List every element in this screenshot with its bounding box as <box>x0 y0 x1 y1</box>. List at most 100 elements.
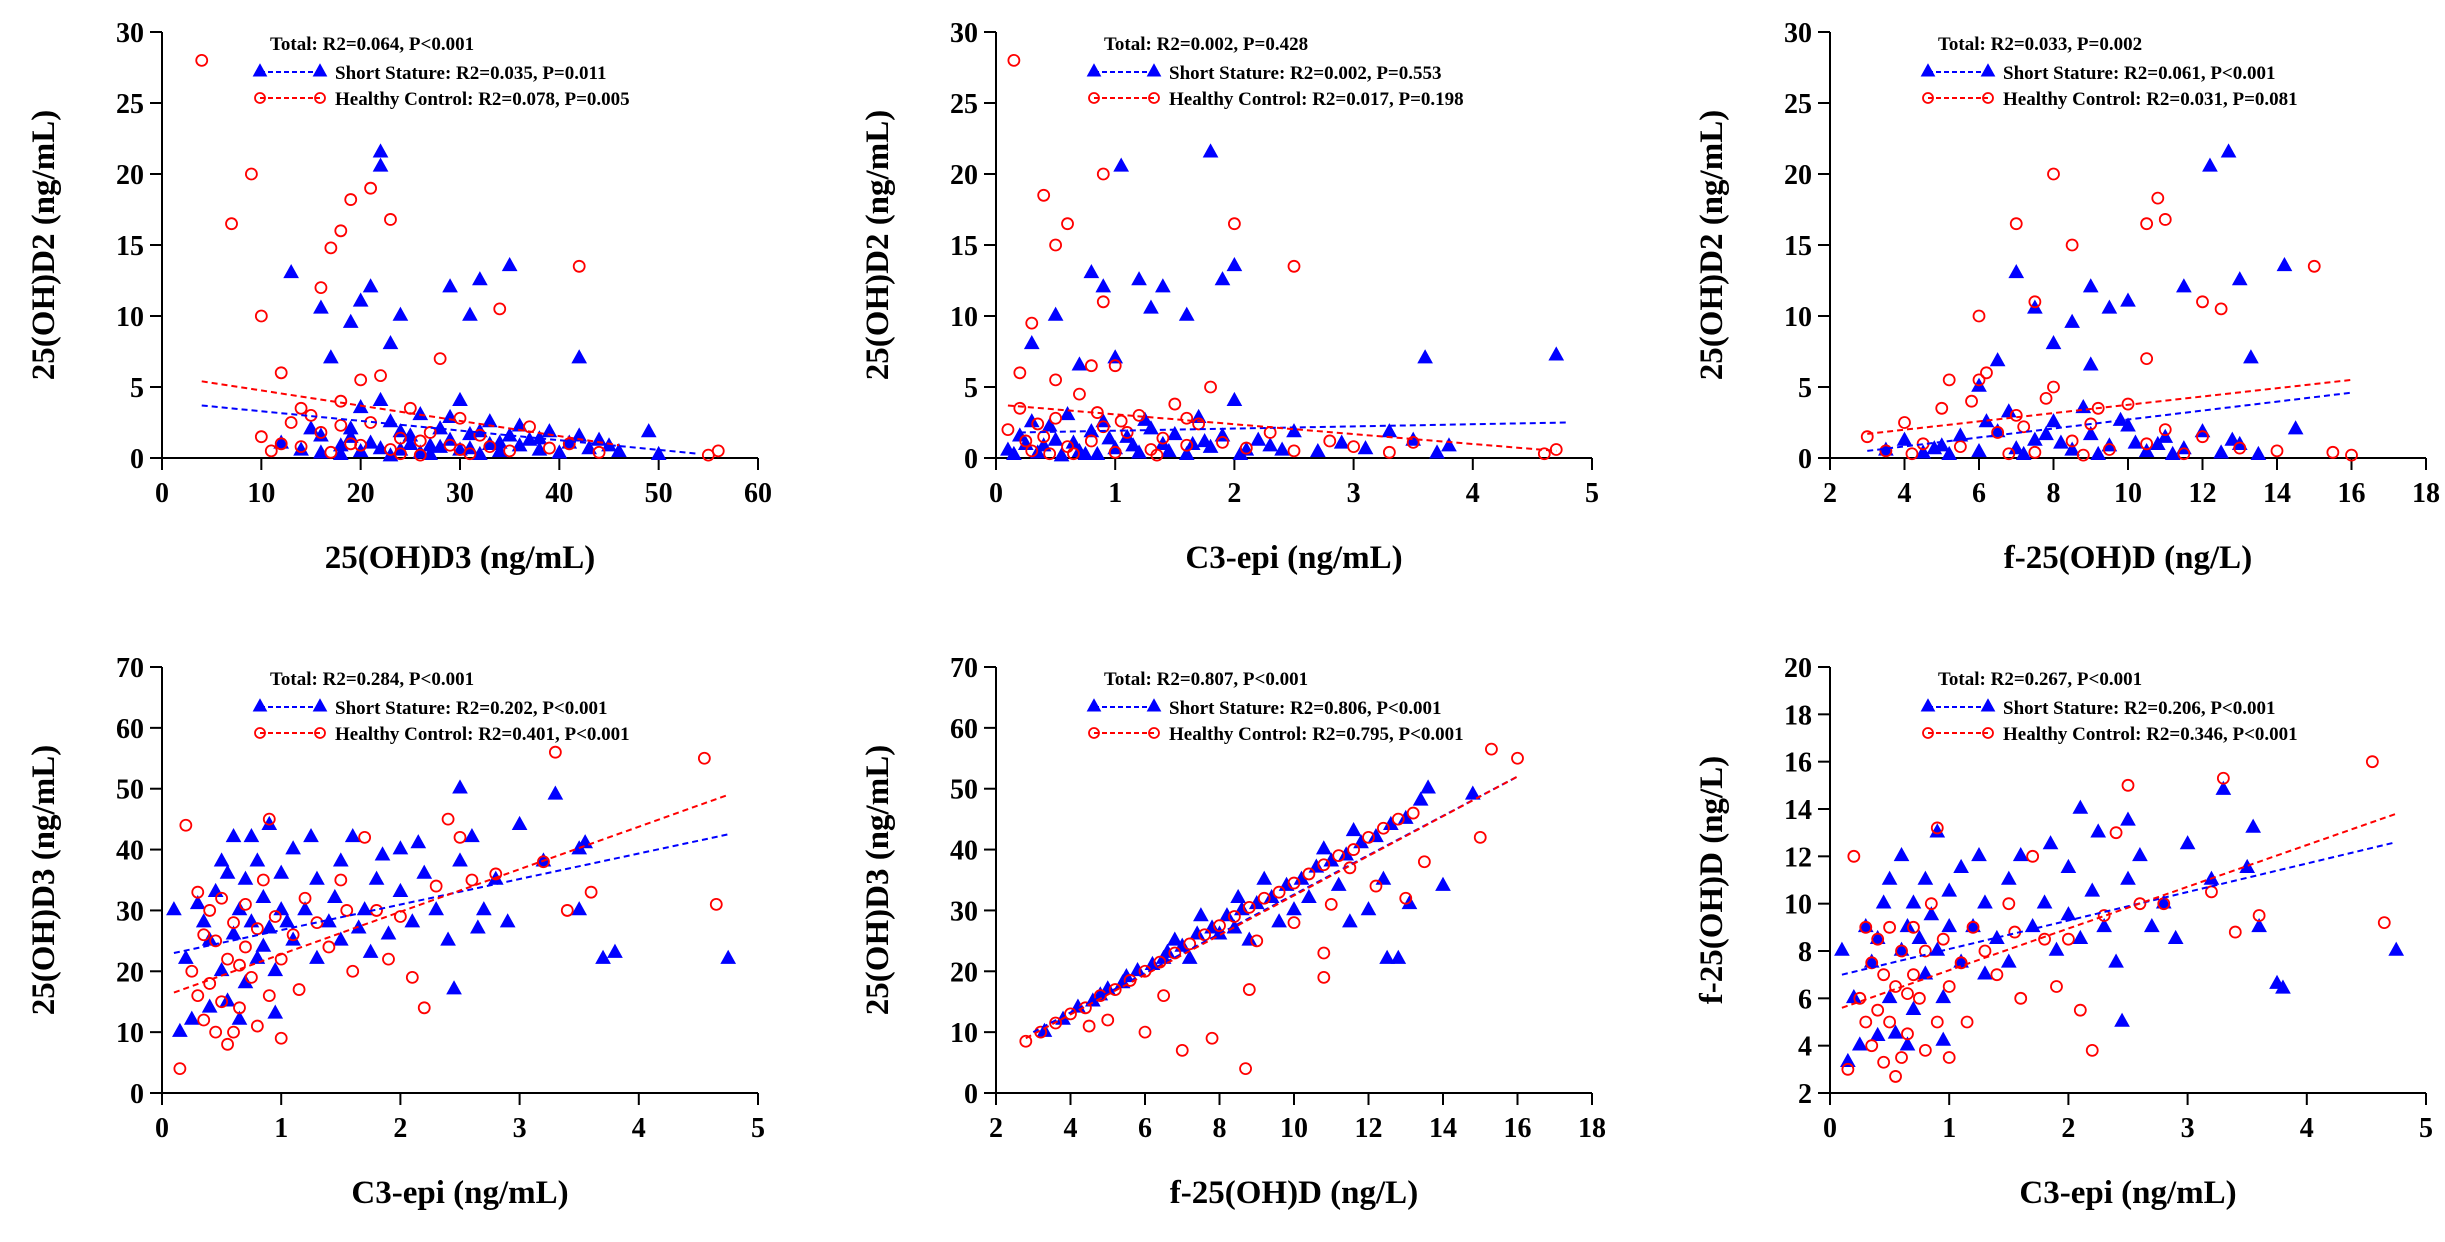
short-stature-point <box>309 949 325 964</box>
healthy-control-point <box>1025 444 1039 458</box>
short-stature-point <box>2215 780 2232 795</box>
healthy-control-point <box>344 193 358 206</box>
short-stature-point <box>1971 442 1987 458</box>
short-stature-point <box>2090 823 2107 838</box>
y-tick-label: 20 <box>1784 160 1812 191</box>
short-stature-point <box>416 864 433 879</box>
healthy-control-point <box>417 1001 431 1015</box>
legend-healthy-marker-icon <box>1982 92 1994 104</box>
healthy-control-point <box>1192 417 1206 431</box>
x-tick-label: 3 <box>513 1113 527 1144</box>
y-tick-label: 30 <box>116 18 144 49</box>
short-stature-point <box>392 840 409 855</box>
healthy-control-point <box>489 867 503 881</box>
short-stature-point <box>1941 917 1958 933</box>
healthy-control-point <box>1871 932 1885 946</box>
short-stature-point <box>1226 256 1243 272</box>
y-tick-label: 15 <box>1784 231 1812 262</box>
healthy-control-point <box>2002 897 2016 911</box>
short-stature-point <box>440 931 456 946</box>
healthy-control-point <box>286 928 300 942</box>
legend-short-label: Short Stature: R2=0.002, P=0.553 <box>1169 63 1442 84</box>
x-tick-label: 14 <box>2263 478 2291 509</box>
x-axis-title: C3-epi (ng/mL) <box>2019 1175 2236 1211</box>
healthy-control-point <box>441 812 455 826</box>
x-tick-label: 0 <box>989 478 1003 509</box>
healthy-control-point <box>1859 1015 1873 1029</box>
x-tick-label: 40 <box>545 478 573 509</box>
legend-healthy-label: Healthy Control: R2=0.401, P<0.001 <box>335 724 630 745</box>
healthy-control-point <box>254 430 268 444</box>
healthy-control-point <box>2065 434 2079 448</box>
healthy-control-fit-line <box>1841 812 2397 1009</box>
short-stature-point <box>219 864 236 879</box>
x-tick-label: 8 <box>1213 1113 1227 1144</box>
short-stature-point <box>481 413 498 428</box>
y-tick-label: 0 <box>964 1079 978 1110</box>
short-stature-point <box>1464 785 1481 800</box>
healthy-control-point <box>2097 909 2111 922</box>
short-stature-point <box>1006 445 1022 460</box>
y-tick-label: 14 <box>1784 795 1812 826</box>
short-stature-point <box>303 828 319 843</box>
short-stature-point <box>2213 444 2229 459</box>
healthy-control-point <box>314 426 328 439</box>
short-stature-point <box>1899 1036 1916 1051</box>
y-tick-label: 60 <box>950 714 978 745</box>
healthy-control-point <box>1228 217 1241 231</box>
healthy-control-point <box>2216 771 2230 785</box>
short-stature-point <box>2082 425 2099 441</box>
short-stature-point <box>1893 846 1910 862</box>
healthy-control-point <box>2140 352 2154 366</box>
healthy-control-point <box>2039 391 2053 405</box>
y-tick-label: 8 <box>1798 937 1812 968</box>
legend-healthy-marker-icon <box>1922 92 1934 104</box>
healthy-control-point <box>393 447 407 461</box>
healthy-control-point <box>1324 897 1338 911</box>
short-stature-point <box>607 943 623 958</box>
healthy-control-point <box>1228 910 1241 923</box>
short-stature-point <box>231 1010 248 1025</box>
healthy-control-point <box>1369 879 1383 893</box>
x-tick-label: 0 <box>155 478 169 509</box>
y-tick-label: 0 <box>130 1079 144 1110</box>
y-tick-label: 5 <box>964 373 978 404</box>
y-tick-label: 10 <box>950 1018 978 1049</box>
short-stature-point <box>213 852 230 867</box>
healthy-control-point <box>322 940 336 954</box>
y-axis-title: 25(OH)D2 (ng/mL) <box>860 110 896 380</box>
healthy-control-point <box>433 352 447 366</box>
short-stature-point <box>1309 442 1326 458</box>
short-stature-point <box>2000 870 2017 885</box>
short-stature-point <box>412 406 429 421</box>
healthy-control-point <box>354 438 368 452</box>
healthy-control-point <box>1101 1013 1115 1027</box>
short-stature-point <box>1875 894 1892 909</box>
short-stature-point <box>1953 858 1969 873</box>
short-stature-point <box>183 1010 200 1025</box>
healthy-control-point <box>1242 983 1256 996</box>
x-tick-label: 10 <box>247 478 275 509</box>
healthy-control-point <box>2133 897 2147 911</box>
healthy-control-point <box>227 1025 240 1039</box>
x-axis-title: C3-epi (ng/mL) <box>351 1175 568 1211</box>
x-tick-label: 0 <box>155 1113 169 1144</box>
legend-short-marker-icon <box>1980 63 1996 77</box>
short-stature-point <box>285 840 301 855</box>
short-stature-point <box>273 864 290 879</box>
healthy-control-point <box>197 928 211 942</box>
short-stature-point <box>273 434 290 449</box>
short-stature-point <box>547 785 564 800</box>
y-tick-label: 0 <box>964 444 978 475</box>
healthy-control-point <box>2140 437 2154 451</box>
legend-healthy-label: Healthy Control: R2=0.031, P=0.081 <box>2003 89 2298 110</box>
short-stature-point <box>1241 931 1258 946</box>
short-stature-point <box>166 901 182 916</box>
short-stature-point <box>172 1022 188 1037</box>
short-stature-point <box>1429 444 1445 459</box>
legend-total-label: Total: R2=0.807, P<0.001 <box>1104 669 1308 690</box>
legend-total-label: Total: R2=0.033, P=0.002 <box>1938 34 2142 55</box>
short-stature-point <box>1881 870 1898 885</box>
short-stature-point <box>293 441 309 456</box>
short-stature-point <box>452 779 468 794</box>
